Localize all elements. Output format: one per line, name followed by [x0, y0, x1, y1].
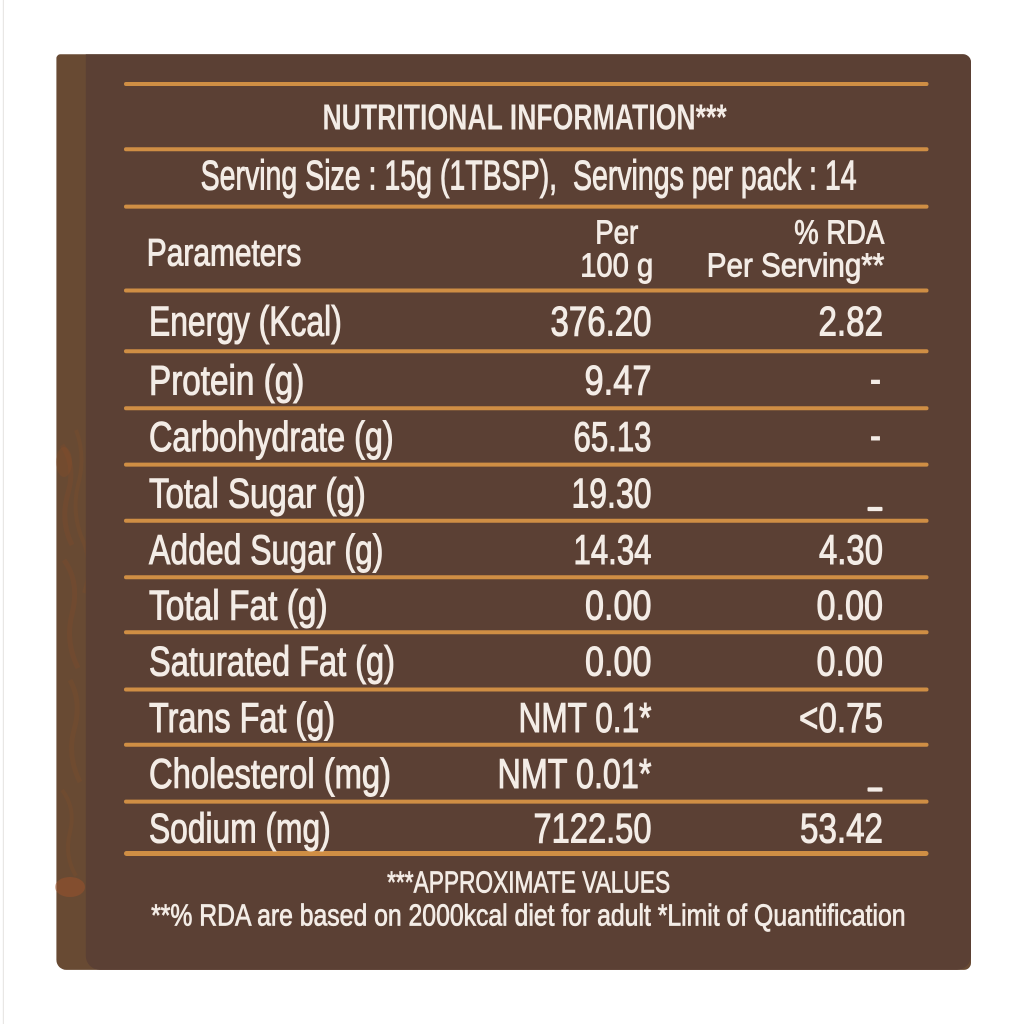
svg-text:0.00: 0.00: [817, 582, 884, 629]
svg-text:2.82: 2.82: [819, 298, 884, 345]
svg-text:-: -: [870, 412, 881, 459]
svg-text:Saturated Fat (g): Saturated Fat (g): [149, 638, 395, 685]
svg-text:100 g: 100 g: [580, 247, 653, 284]
svg-text:4.30: 4.30: [819, 526, 883, 573]
svg-text:Parameters: Parameters: [147, 233, 301, 275]
svg-text:NMT 0.1*: NMT 0.1*: [519, 694, 652, 741]
svg-text:NUTRITIONAL INFORMATION***: NUTRITIONAL INFORMATION***: [322, 97, 726, 138]
svg-text:% RDA: % RDA: [794, 214, 884, 251]
svg-text:Added Sugar (g): Added Sugar (g): [149, 526, 383, 573]
svg-text:0.00: 0.00: [585, 638, 652, 685]
svg-text:376.20: 376.20: [551, 298, 652, 345]
svg-text:19.30: 19.30: [572, 470, 652, 517]
svg-text:9.47: 9.47: [585, 357, 652, 404]
svg-text:65.13: 65.13: [574, 413, 652, 460]
svg-text:14.34: 14.34: [574, 526, 652, 573]
svg-text:NMT 0.01*: NMT 0.01*: [498, 750, 652, 797]
svg-text:Serving Size : 15g (1TBSP), S: Serving Size : 15g (1TBSP), Servings per…: [201, 152, 857, 199]
svg-text:0.00: 0.00: [585, 582, 652, 629]
svg-text:**% RDA are based on 2000kcal: **% RDA are based on 2000kcal diet for a…: [151, 898, 905, 933]
svg-text:53.42: 53.42: [800, 805, 883, 852]
svg-text:Protein (g): Protein (g): [149, 357, 304, 404]
svg-text:<0.75: <0.75: [799, 694, 883, 741]
svg-text:Per: Per: [595, 214, 638, 251]
svg-text:Carbohydrate (g): Carbohydrate (g): [149, 413, 394, 460]
svg-text:7122.50: 7122.50: [534, 805, 652, 852]
svg-text:***APPROXIMATE VALUES: ***APPROXIMATE VALUES: [387, 865, 670, 900]
svg-text:Per Serving**: Per Serving**: [707, 247, 885, 284]
svg-text:Energy (Kcal): Energy (Kcal): [149, 298, 342, 345]
svg-text:Sodium (mg): Sodium (mg): [149, 805, 331, 852]
svg-text:Trans Fat (g): Trans Fat (g): [149, 694, 335, 741]
svg-text:Total Sugar (g): Total Sugar (g): [149, 470, 366, 517]
svg-text:Cholesterol (mg): Cholesterol (mg): [149, 750, 391, 797]
svg-text:-: -: [870, 355, 881, 402]
svg-text:0.00: 0.00: [817, 638, 884, 685]
svg-text:Total Fat (g): Total Fat (g): [149, 582, 328, 629]
